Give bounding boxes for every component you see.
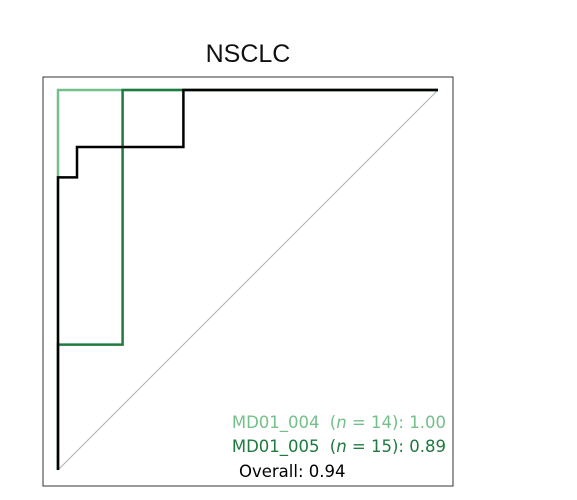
legend-n-count: = 14): — [347, 413, 410, 432]
legend-auc: 0.89 — [409, 437, 446, 456]
legend-series-name: Overall: — [239, 462, 309, 481]
legend-auc: 1.00 — [409, 413, 446, 432]
legend-n-open: ( — [330, 437, 336, 456]
chance-diagonal-line — [57, 89, 439, 471]
plot-frame — [42, 76, 454, 487]
legend-auc: 0.94 — [309, 462, 346, 481]
legend-series-name: MD01_005 — [232, 437, 320, 457]
roc-curves — [56, 88, 438, 470]
chart-title: NSCLC — [206, 40, 291, 68]
legend-n-count: = 15): — [347, 437, 410, 456]
legend-entry-md01-005: MD01_005 (n = 15): 0.89 — [232, 437, 446, 457]
legend-n-symbol: n — [336, 413, 346, 432]
legend-entry-overall: Overall: 0.94 — [239, 462, 346, 481]
legend: MD01_004 (n = 14): 1.00 MD01_005 (n = 15… — [232, 413, 446, 481]
legend-entry-md01-004: MD01_004 (n = 14): 1.00 — [232, 413, 446, 433]
legend-series-name: MD01_004 — [232, 413, 320, 433]
legend-n-open: ( — [330, 413, 336, 432]
legend-n-symbol: n — [336, 437, 346, 456]
roc-curve-overall — [56, 88, 438, 470]
